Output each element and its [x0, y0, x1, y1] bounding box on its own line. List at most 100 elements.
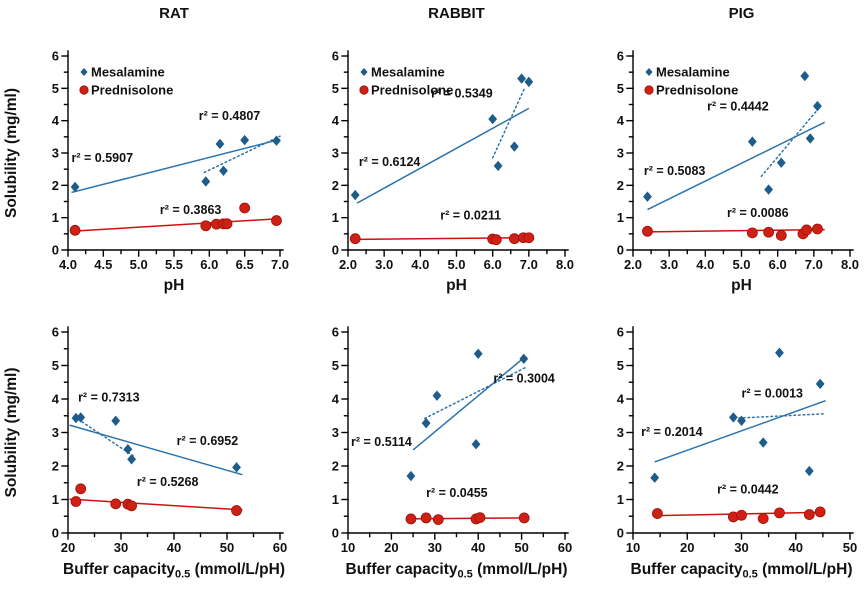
circle-marker — [812, 223, 823, 235]
data-points-prednisolone — [405, 512, 530, 526]
chart-pig-ph: 2.0 3.0 4.0 5.0 6.0 7.0 8.0 0 1 2 3 4 5 6 PIG pH r² = 0.… — [617, 5, 859, 294]
y-tick-label: 4 — [52, 392, 60, 407]
diamond-marker — [201, 176, 211, 187]
x-tick-label: 8.0 — [556, 257, 574, 272]
circle-marker — [652, 508, 663, 519]
x-axis-label: pH — [731, 277, 752, 294]
y-tick-label: 5 — [52, 81, 59, 96]
x-tick-label: 5.0 — [732, 257, 750, 272]
trend-line-prednisolone-solid — [647, 228, 825, 233]
trend-line-mesalamine-solid — [69, 424, 243, 476]
legend-circle-icon — [79, 85, 89, 95]
circle-marker — [126, 500, 138, 512]
y-tick-label: 2 — [52, 459, 59, 474]
y-tick-label: 1 — [617, 492, 624, 507]
x-tick-label: 50 — [514, 540, 528, 555]
diamond-marker — [111, 415, 121, 426]
y-tick-label: 1 — [617, 210, 624, 225]
legend-diamond-icon — [80, 68, 88, 76]
diamond-marker — [350, 189, 360, 201]
x-axis-label: pH — [164, 277, 185, 294]
legend-diamond-icon — [645, 68, 653, 76]
x-tick-label: 4.5 — [94, 257, 112, 272]
axes: 10 20 30 40 50 60 0 1 2 3 4 5 6 — [332, 325, 572, 556]
x-tick-label: 4.0 — [411, 257, 429, 272]
x-tick-label: 6.5 — [236, 257, 254, 272]
axes: 2.0 3.0 4.0 5.0 6.0 7.0 8.0 0 1 2 3 4 5 6 — [617, 49, 859, 273]
x-tick-label: 20 — [384, 540, 398, 555]
x-tick-label: 5.0 — [447, 257, 465, 272]
r2-annotation: r² = 0.5268 — [137, 475, 199, 489]
circle-marker — [349, 233, 361, 245]
chart-rat-ph: 4.0 4.5 5.0 5.5 6.0 6.5 7.0 0 1 2 3 4 5 6 RAT Solubilit… — [3, 5, 289, 294]
y-tick-label: 6 — [52, 325, 59, 340]
diamond-marker — [524, 76, 534, 88]
x-axis-label: Buffer capacity0.5 (mmol/L/pH) — [63, 561, 285, 581]
diamond-marker — [421, 417, 431, 429]
r2-annotation: r² = 0.5114 — [351, 435, 412, 449]
circle-marker — [803, 509, 815, 520]
y-tick-label: 3 — [617, 146, 624, 161]
data-points-prednisolone — [349, 232, 535, 246]
circle-marker — [518, 512, 530, 524]
circle-marker — [221, 218, 233, 230]
legend-label-mesalamine: Mesalamine — [371, 65, 445, 80]
y-tick-label: 5 — [617, 358, 624, 373]
trend-line-mesalamine-dotted — [491, 87, 526, 159]
circle-marker — [523, 232, 535, 244]
circle-marker — [420, 512, 432, 524]
trend-line-prednisolone-solid — [69, 498, 243, 511]
circle-marker — [110, 498, 122, 510]
y-tick-label: 2 — [332, 178, 339, 193]
diamond-marker — [815, 378, 825, 390]
trend-line-mesalamine-dotted — [760, 106, 821, 178]
circle-marker — [814, 506, 826, 518]
circle-marker — [75, 483, 87, 495]
diamond-marker — [805, 133, 815, 144]
x-tick-label: 20 — [61, 540, 75, 555]
y-tick-label: 4 — [617, 392, 625, 407]
plot-title: RAT — [159, 5, 189, 22]
y-tick-label: 3 — [52, 146, 59, 161]
r2-annotation: r² = 0.3863 — [160, 203, 222, 217]
diamond-marker — [804, 465, 814, 477]
y-tick-label: 0 — [52, 526, 59, 541]
y-axis-label: Solubility (mg/ml) — [3, 367, 20, 497]
x-tick-label: 4.0 — [59, 257, 77, 272]
circle-marker — [774, 507, 785, 519]
x-tick-label: 50 — [843, 540, 857, 555]
x-tick-label: 40 — [789, 540, 803, 555]
diamond-marker — [70, 181, 80, 193]
trend-line-mesalamine-solid — [654, 399, 826, 463]
circle-marker — [746, 227, 758, 239]
trend-line-prednisolone-solid — [71, 217, 281, 232]
diamond-marker — [758, 437, 768, 448]
diamond-marker — [123, 444, 133, 455]
y-tick-label: 6 — [617, 325, 624, 340]
circle-marker — [763, 226, 775, 238]
x-tick-label: 3.0 — [375, 257, 393, 272]
r2-annotation: r² = 0.0455 — [426, 486, 488, 500]
y-tick-label: 0 — [52, 243, 59, 258]
diamond-marker — [643, 191, 652, 202]
r2-annotation: r² = 0.4442 — [707, 99, 769, 113]
x-axis-label: Buffer capacity0.5 (mmol/L/pH) — [631, 561, 853, 581]
legend-circle-icon — [644, 85, 654, 95]
trend-line-mesalamine-solid — [71, 138, 281, 194]
diamond-marker — [406, 470, 416, 482]
circle-marker — [642, 225, 653, 237]
trend-line-mesalamine-dotted — [424, 366, 528, 420]
x-tick-label: 2.0 — [339, 257, 357, 272]
diamond-marker — [219, 165, 228, 176]
circle-marker — [405, 513, 417, 525]
circle-marker — [801, 224, 813, 236]
r2-annotation: r² = 0.3004 — [493, 371, 555, 385]
y-tick-label: 3 — [332, 146, 339, 161]
diamond-marker — [232, 462, 241, 473]
r2-annotation: r² = 0.5907 — [72, 151, 134, 165]
circle-marker — [474, 512, 486, 523]
y-tick-label: 6 — [332, 49, 339, 64]
x-tick-label: 5.5 — [165, 257, 183, 272]
diamond-marker — [747, 136, 757, 147]
circle-marker — [271, 215, 282, 226]
